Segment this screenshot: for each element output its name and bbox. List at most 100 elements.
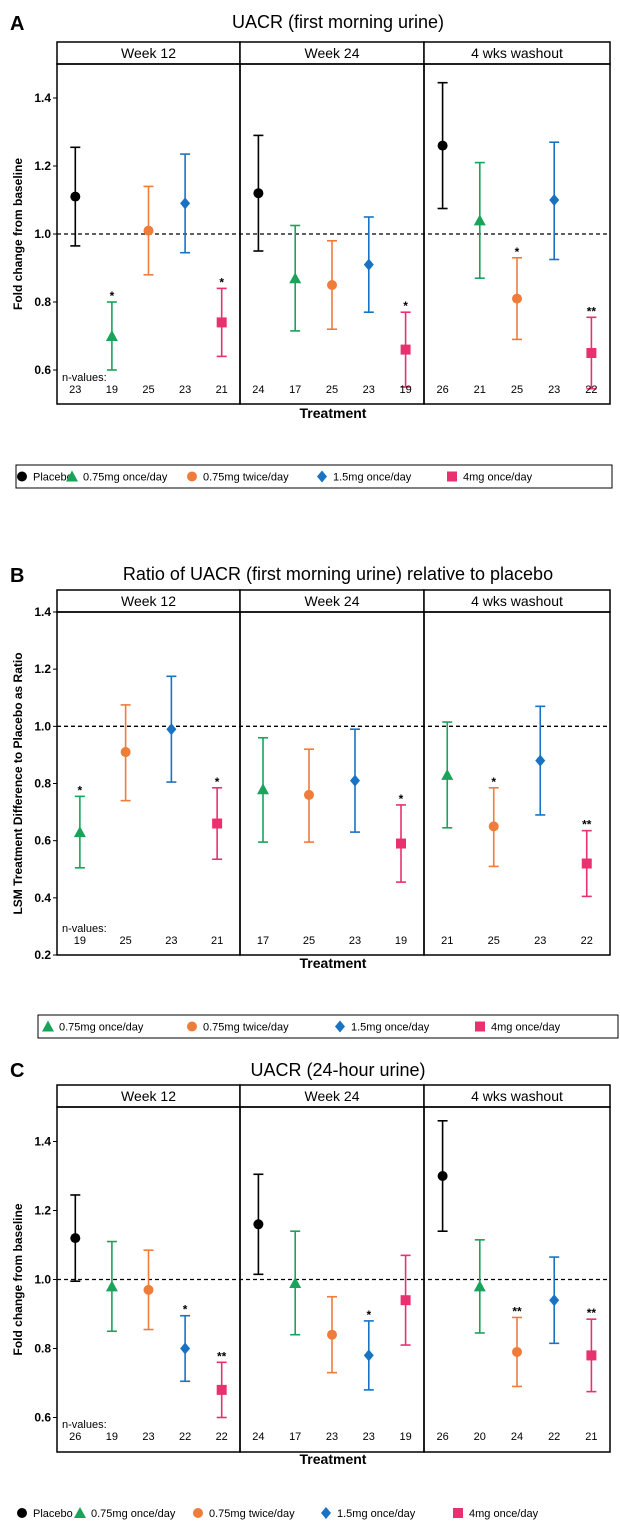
n-value: 19 xyxy=(395,935,407,947)
data-point-1-5mg-once-day: 23 xyxy=(363,216,375,396)
significance-star: * xyxy=(491,775,496,789)
data-point-4mg-once-day: * 19 xyxy=(399,299,411,396)
data-point-0-75mg-once-day: 20 xyxy=(474,1239,486,1443)
data-point-0-75mg-twice-day: ** 24 xyxy=(511,1304,523,1443)
point-marker xyxy=(363,1349,374,1362)
data-point-placebo: 23 xyxy=(69,146,81,396)
data-point-4mg-once-day: ** 22 xyxy=(585,304,597,396)
legend-label: 1.5mg once/day xyxy=(337,1508,416,1520)
legend-label: Placebo xyxy=(33,1508,73,1520)
point-marker xyxy=(549,194,560,206)
y-tick-label: 1.4 xyxy=(34,91,51,105)
point-marker xyxy=(512,1346,522,1357)
y-tick-label: 1.4 xyxy=(34,1135,51,1149)
point-marker xyxy=(216,317,227,328)
legend-marker xyxy=(193,1508,203,1518)
legend-marker xyxy=(17,1508,27,1518)
data-point-1-5mg-once-day: 23 xyxy=(349,728,361,947)
significance-star: * xyxy=(78,783,83,797)
legend-item-0-75mg-once-day: 0.75mg once/day xyxy=(42,1020,144,1034)
data-point-0-75mg-once-day: * 19 xyxy=(106,289,118,396)
n-value: 21 xyxy=(211,935,223,947)
panel-label: C xyxy=(10,1060,24,1082)
point-marker xyxy=(216,1384,227,1395)
legend-marker xyxy=(17,471,27,482)
legend-label: 4mg once/day xyxy=(491,1022,561,1034)
legend-marker xyxy=(321,1507,331,1519)
n-value: 19 xyxy=(399,1431,411,1443)
y-axis-label: LSM Treatment Difference to Placebo as R… xyxy=(11,652,25,914)
data-point-1-5mg-once-day: 23 xyxy=(165,675,178,947)
n-value: 26 xyxy=(436,1431,448,1443)
y-tick-label: 0.4 xyxy=(34,891,51,905)
legend-marker xyxy=(66,470,78,482)
significance-star: * xyxy=(403,299,408,313)
y-tick-label: 1.0 xyxy=(34,719,51,733)
n-value: 23 xyxy=(69,384,81,396)
point-marker xyxy=(143,1284,154,1295)
point-marker xyxy=(488,821,499,832)
significance-star: * xyxy=(515,245,520,259)
data-point-1-5mg-once-day: 23 xyxy=(534,705,546,947)
n-value: 20 xyxy=(474,1431,486,1443)
n-value: 17 xyxy=(257,935,269,947)
point-marker xyxy=(400,1295,411,1306)
data-point-0-75mg-once-day: 19 xyxy=(106,1240,118,1443)
data-point-1-5mg-once-day: 23 xyxy=(548,141,560,396)
panel-c: C UACR (24-hour urine) Week 12 Week 24 4 wks… xyxy=(10,1060,611,1520)
legend-marker xyxy=(475,1021,485,1032)
y-tick-label: 0.8 xyxy=(34,777,51,791)
significance-star: * xyxy=(219,275,224,289)
legend-marker xyxy=(187,471,197,482)
data-point-4mg-once-day: * 21 xyxy=(216,275,228,396)
n-value: 25 xyxy=(488,935,500,947)
data-point-0-75mg-once-day: 17 xyxy=(289,224,301,396)
n-value: 23 xyxy=(326,1431,338,1443)
data-point-placebo: 26 xyxy=(436,81,449,396)
legend-marker xyxy=(74,1507,86,1518)
y-tick-label: 1.0 xyxy=(34,1273,51,1287)
n-value: 24 xyxy=(252,384,264,396)
legend-item-4mg-once-day: 4mg once/day xyxy=(447,471,533,484)
facet-frame xyxy=(239,611,425,956)
data-point-0-75mg-twice-day: 25 xyxy=(142,185,155,396)
significance-star: ** xyxy=(512,1304,522,1318)
data-point-4mg-once-day: ** 22 xyxy=(581,818,593,947)
panel-a: A UACR (first morning urine) Week 12 Week 2… xyxy=(10,12,613,489)
point-marker xyxy=(70,1233,81,1244)
legend-item-0-75mg-once-day: 0.75mg once/day xyxy=(74,1507,176,1520)
significance-star: ** xyxy=(217,1349,227,1363)
point-marker xyxy=(512,293,522,304)
y-tick-label: 1.2 xyxy=(34,159,51,173)
data-point-1-5mg-once-day: 22 xyxy=(548,1256,560,1443)
panel-label: B xyxy=(10,565,24,587)
legend: Placebo 0.75mg once/day 0.75mg twice/day 1.… xyxy=(15,464,613,489)
n-value: 21 xyxy=(216,384,228,396)
legend-item-0-75mg-once-day: 0.75mg once/day xyxy=(66,470,168,484)
n-value: 19 xyxy=(106,1431,118,1443)
data-point-0-75mg-twice-day: 23 xyxy=(326,1295,338,1443)
point-marker xyxy=(473,214,486,226)
n-value: 23 xyxy=(142,1431,154,1443)
legend-item-0-75mg-twice-day: 0.75mg twice/day xyxy=(193,1508,295,1520)
significance-star: ** xyxy=(587,1306,597,1320)
n-value: 25 xyxy=(142,384,154,396)
facet-frame xyxy=(423,611,611,956)
facet-label: 4 wks washout xyxy=(471,45,563,61)
panel-title: UACR (24-hour urine) xyxy=(250,1060,425,1080)
legend-label: 0.75mg once/day xyxy=(91,1508,176,1520)
legend-box xyxy=(37,1014,619,1039)
facet-label: Week 12 xyxy=(121,1088,176,1104)
data-point-0-75mg-twice-day: 25 xyxy=(326,240,338,396)
y-tick-label: 0.8 xyxy=(34,1342,51,1356)
legend-box xyxy=(15,464,613,489)
facet-label: Week 12 xyxy=(121,593,176,609)
n-value: 26 xyxy=(436,384,448,396)
panel-title: UACR (first morning urine) xyxy=(232,12,444,32)
facet-label: Week 24 xyxy=(305,45,360,61)
n-value: 23 xyxy=(349,935,361,947)
point-marker xyxy=(166,723,177,736)
data-point-0-75mg-twice-day: * 25 xyxy=(488,775,500,947)
point-marker xyxy=(257,783,269,795)
